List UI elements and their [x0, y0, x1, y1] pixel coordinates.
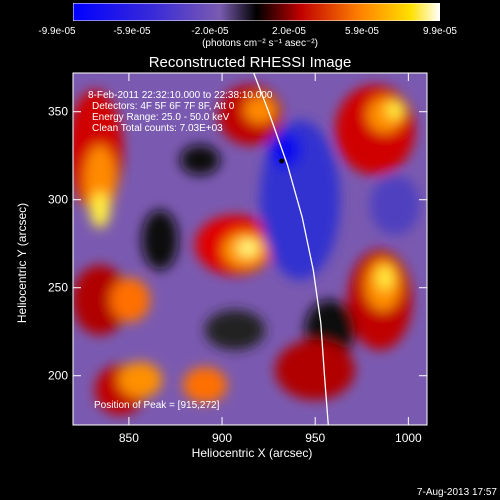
footer-timestamp: 7-Aug-2013 17:57 [416, 487, 497, 498]
emission-blob [269, 132, 301, 168]
annotation-counts: Clean Total counts: 7.03E+03 [92, 123, 223, 134]
emission-blob [110, 278, 150, 322]
x-tick-label: 950 [305, 431, 325, 445]
emission-blob [386, 101, 404, 119]
emission-blob [238, 240, 258, 256]
annotation-detectors: Detectors: 4F 5F 6F 7F 8F, Att 0 [92, 101, 235, 112]
y-tick-label: 350 [48, 105, 68, 119]
x-tick-label: 850 [119, 431, 139, 445]
emission-blob [118, 362, 162, 398]
solar-limb-line [253, 73, 329, 425]
y-axis-label: Heliocentric Y (arcsec) [15, 202, 29, 324]
emission-blob [205, 310, 265, 350]
colorbar-tick: -9.9e-05 [38, 26, 76, 37]
emission-blob [73, 265, 128, 335]
colorbar-tick: -5.9e-05 [113, 26, 151, 37]
y-tick-label: 250 [48, 281, 68, 295]
x-tick-label: 900 [212, 431, 232, 445]
plot-frame [72, 72, 428, 426]
peak-position-label: Position of Peak = [915,272] [94, 400, 220, 411]
x-tick-label: 1000 [395, 431, 422, 445]
annotation-energy-range: Energy Range: 25.0 - 50.0 keV [92, 112, 230, 123]
colorbar-tick: 5.9e-05 [345, 26, 379, 37]
emission-blob [183, 367, 227, 403]
emission-blob [90, 192, 110, 228]
chart-title: Reconstructed RHESSI Image [148, 54, 352, 71]
emission-blob [370, 175, 420, 235]
emission-blob [84, 145, 116, 215]
colorbar-tick: -2.0e-05 [191, 26, 229, 37]
colorbar-tick: 2.0e-05 [272, 26, 306, 37]
y-tick-label: 300 [48, 193, 68, 207]
emission-blob [244, 96, 276, 124]
emission-blob [335, 85, 415, 175]
y-tick-label: 200 [48, 369, 68, 383]
emission-blob [275, 340, 355, 400]
colorbar-tick: 9.9e-05 [423, 26, 457, 37]
annotation-time-range: 8-Feb-2011 22:32:10.000 to 22:38:10.000 [88, 90, 273, 101]
colorbar-unit: (photons cm⁻² s⁻¹ asec⁻²) [202, 38, 318, 49]
x-axis-label: Heliocentric X (arcsec) [191, 446, 313, 460]
emission-blob [377, 266, 393, 290]
min-marker [279, 158, 285, 164]
emission-blob [180, 145, 220, 175]
colorbar [73, 3, 440, 21]
emission-blob [142, 210, 178, 270]
